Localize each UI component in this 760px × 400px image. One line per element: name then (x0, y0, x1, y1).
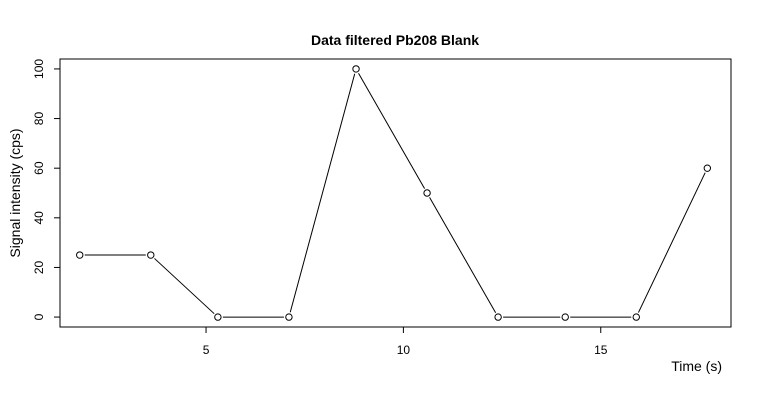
plot-area (76, 65, 712, 321)
y-tick-label: 0 (32, 313, 46, 320)
data-point (285, 313, 293, 321)
data-point (214, 313, 222, 321)
data-point (632, 313, 640, 321)
series-line-segment (429, 197, 497, 313)
data-point (76, 251, 84, 259)
series-line-segment (637, 172, 706, 313)
chart-title: Data filtered Pb208 Blank (311, 32, 479, 48)
x-tick-label: 5 (203, 343, 210, 357)
x-axis: 5 10 15 (203, 327, 608, 357)
data-point (352, 65, 360, 73)
data-point (561, 313, 569, 321)
y-tick-label: 80 (32, 112, 46, 126)
data-point (423, 189, 431, 197)
x-tick-label: 15 (594, 343, 608, 357)
y-tick-label: 20 (32, 260, 46, 274)
series-line-segment (358, 73, 426, 189)
y-axis-label: Signal intensity (cps) (7, 128, 23, 257)
y-tick-label: 100 (32, 59, 46, 79)
data-point (494, 313, 502, 321)
plot-frame (59, 58, 732, 328)
data-point (703, 164, 712, 172)
series-line-segment (154, 258, 215, 315)
y-tick-label: 60 (32, 161, 46, 175)
y-axis: 0 20 40 60 80 100 (32, 59, 60, 320)
x-axis-label: Time (s) (671, 358, 722, 374)
x-tick-label: 10 (397, 343, 411, 357)
data-point (147, 251, 155, 259)
y-tick-label: 40 (32, 211, 46, 225)
series-line-segment (289, 73, 356, 313)
